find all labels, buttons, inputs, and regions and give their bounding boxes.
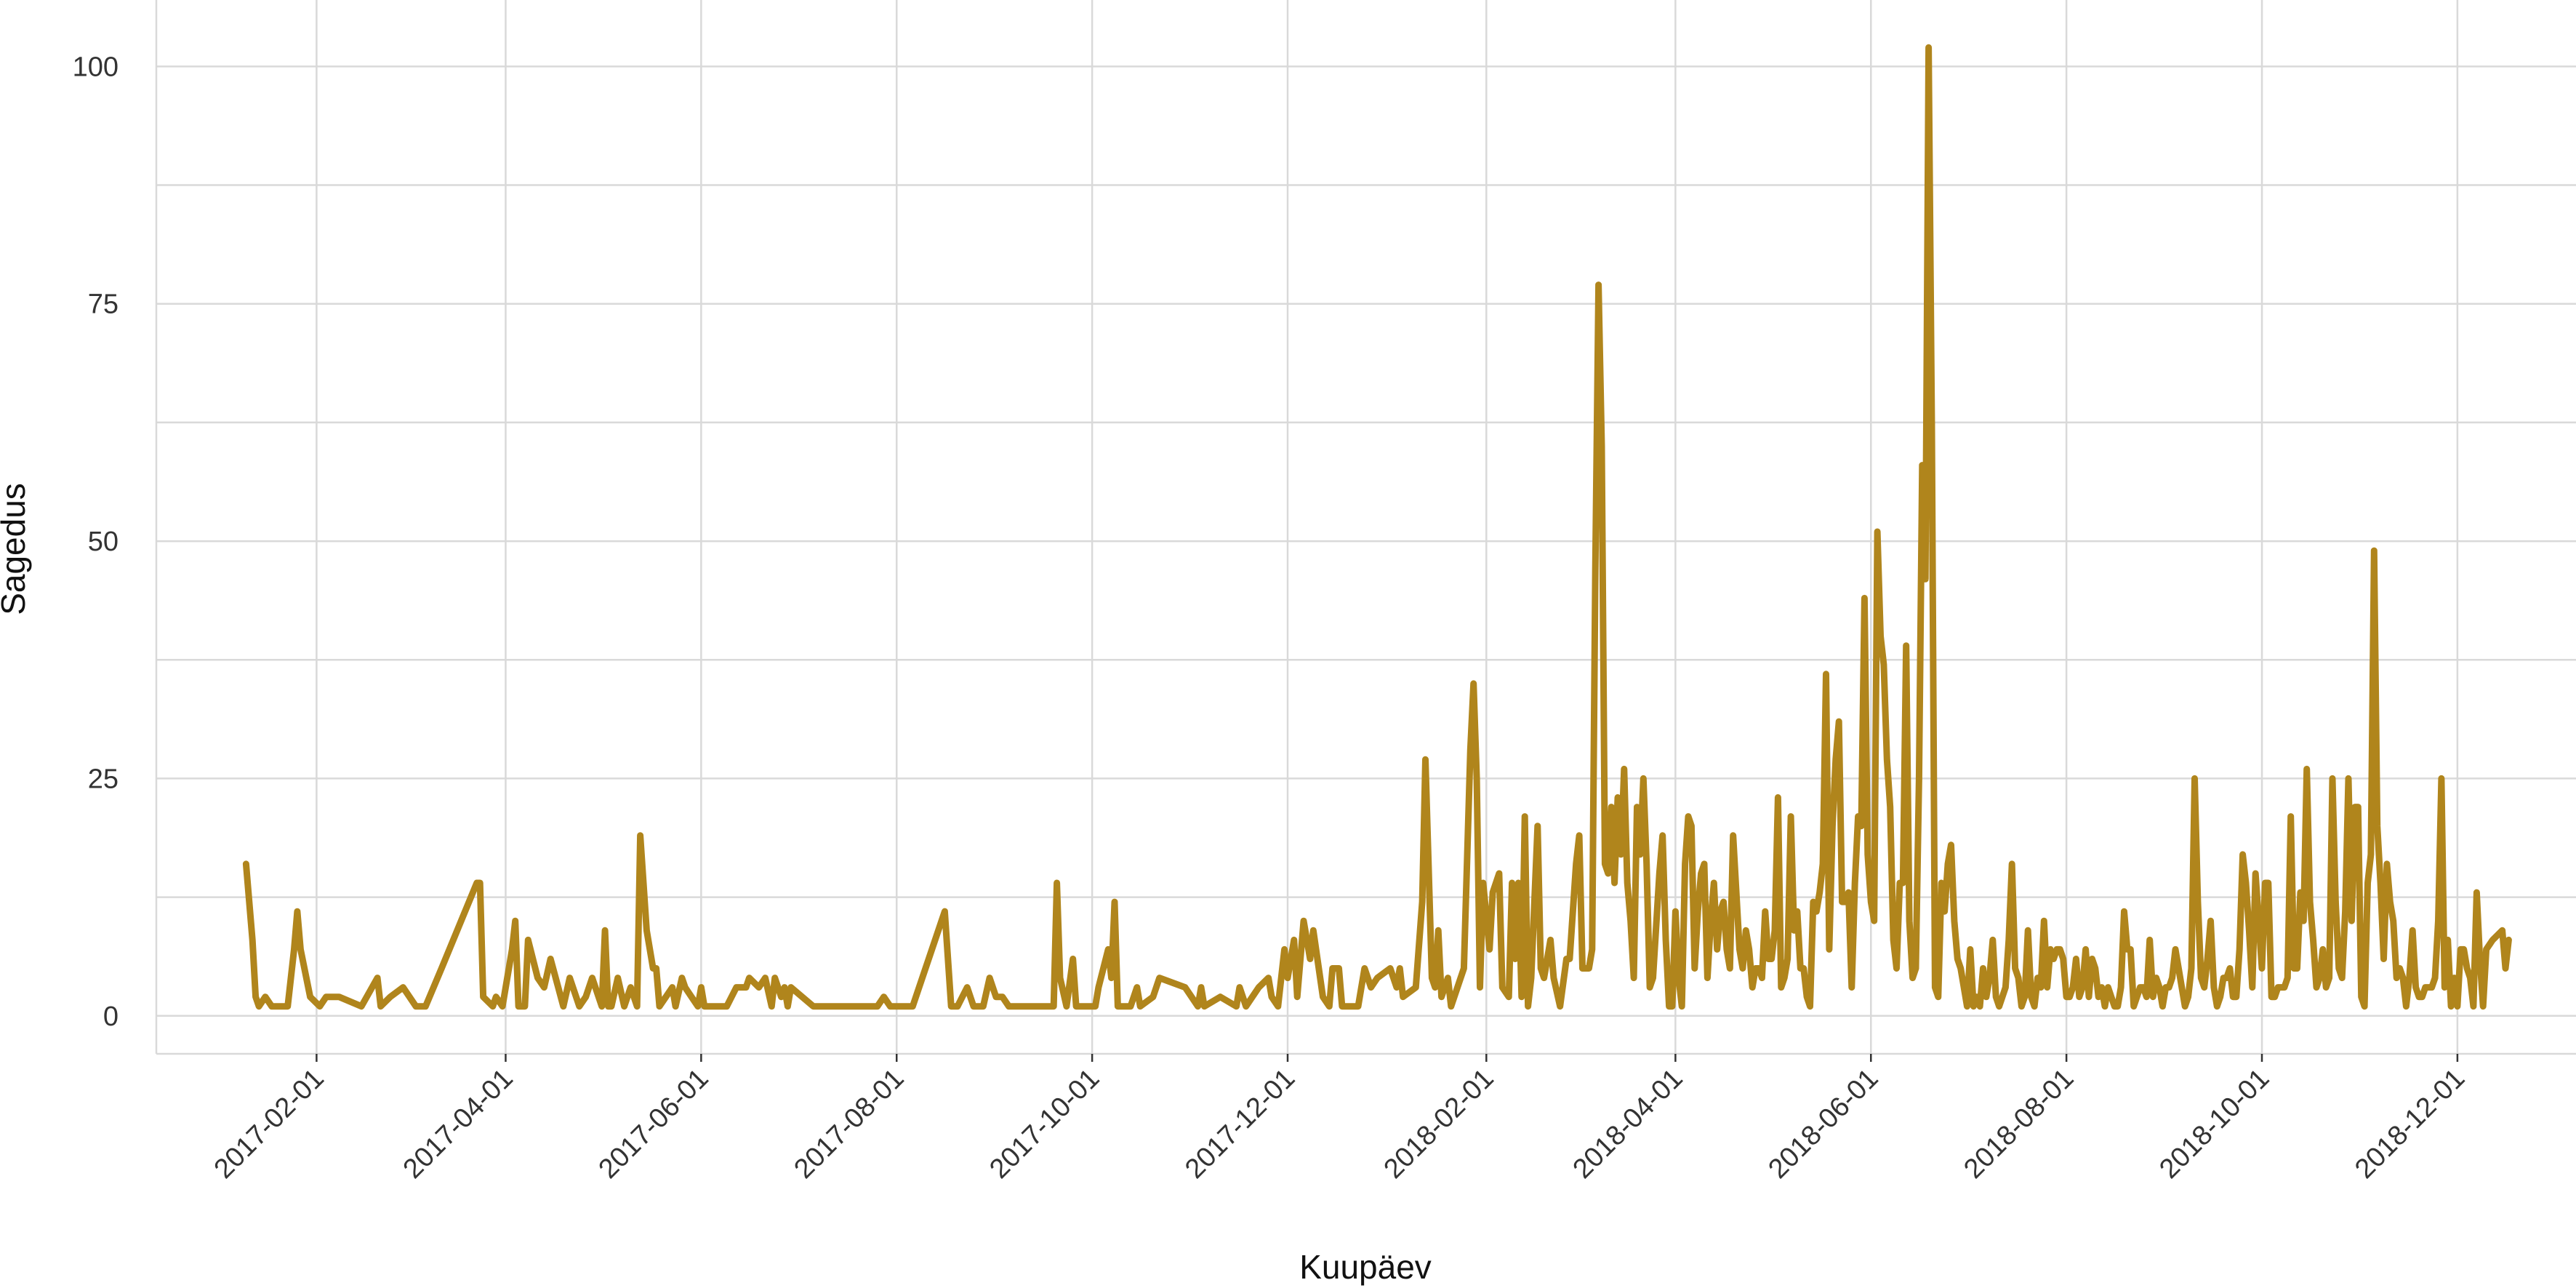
y-tick-label: 0 <box>103 1001 119 1032</box>
x-axis-title: Kuupäev <box>1299 1248 1432 1286</box>
y-tick-label: 50 <box>88 527 119 557</box>
series-line-0 <box>242 44 2512 1010</box>
x-tick-label: 2017-04-01 <box>398 1063 519 1185</box>
series-layer <box>242 44 2512 1010</box>
x-tick-label: 2017-02-01 <box>209 1063 330 1185</box>
y-tick-label: 100 <box>73 52 119 82</box>
x-tick-label: 2017-06-01 <box>593 1063 715 1185</box>
x-tick-label: 2018-04-01 <box>1568 1063 1689 1185</box>
x-tick-label: 2018-06-01 <box>1762 1063 1884 1185</box>
x-tick-label: 2017-10-01 <box>984 1063 1105 1185</box>
x-tick-label: 2018-08-01 <box>1958 1063 2079 1185</box>
x-tick-label: 2018-10-01 <box>2154 1063 2275 1185</box>
y-tick-label: 25 <box>88 764 119 794</box>
x-tick-label: 2018-02-01 <box>1379 1063 1500 1185</box>
x-axis-ticks: 2017-02-01 2017-04-01 2017-06-01 2017-08-01… <box>209 1054 2471 1185</box>
grid <box>155 0 2576 1055</box>
x-tick-label: 2017-08-01 <box>788 1063 910 1185</box>
x-tick-label: 2017-12-01 <box>1179 1063 1301 1185</box>
y-axis-ticks: 0 25 50 75 100 <box>73 52 119 1031</box>
x-tick-label: 2018-12-01 <box>2349 1063 2471 1185</box>
y-axis-title: Sagedus <box>0 483 32 615</box>
y-tick-label: 75 <box>88 289 119 320</box>
